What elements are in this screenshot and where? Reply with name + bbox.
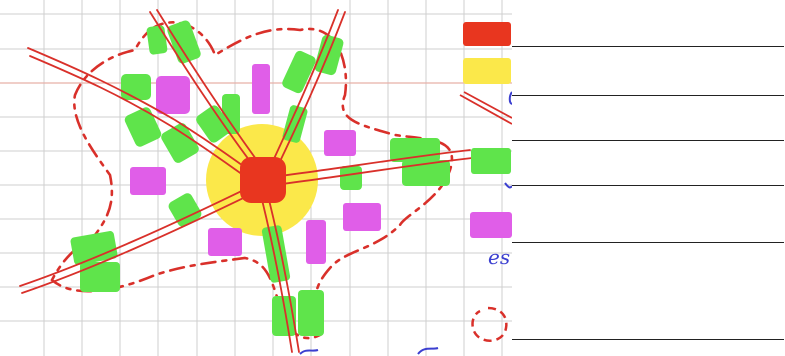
- radial-roads: [19, 9, 473, 353]
- answer-line[interactable]: [512, 46, 784, 47]
- legend-halo-swatch: [463, 58, 511, 84]
- answer-panel: [512, 0, 785, 356]
- handwriting-mark: [299, 347, 439, 355]
- answer-line[interactable]: [512, 140, 784, 141]
- city-boundary: [50, 21, 454, 340]
- legend-centre-swatch: [463, 22, 511, 46]
- legend-green-swatch: [471, 148, 511, 174]
- pink-zones: [130, 64, 381, 264]
- handwriting-mark: [508, 91, 513, 105]
- answer-line[interactable]: [512, 185, 784, 186]
- legend-road-swatch: [459, 91, 513, 125]
- city-centre: [240, 157, 286, 203]
- handwriting-es: es: [488, 245, 510, 269]
- legend-pink-swatch: [470, 212, 512, 238]
- legend: [459, 22, 513, 342]
- legend-boundary-swatch: [471, 306, 508, 342]
- answer-line[interactable]: [512, 242, 784, 243]
- handwriting-mark: [504, 182, 513, 189]
- handwriting-fragments: es: [299, 91, 513, 355]
- answer-line[interactable]: [512, 339, 784, 340]
- answer-line[interactable]: [512, 95, 784, 96]
